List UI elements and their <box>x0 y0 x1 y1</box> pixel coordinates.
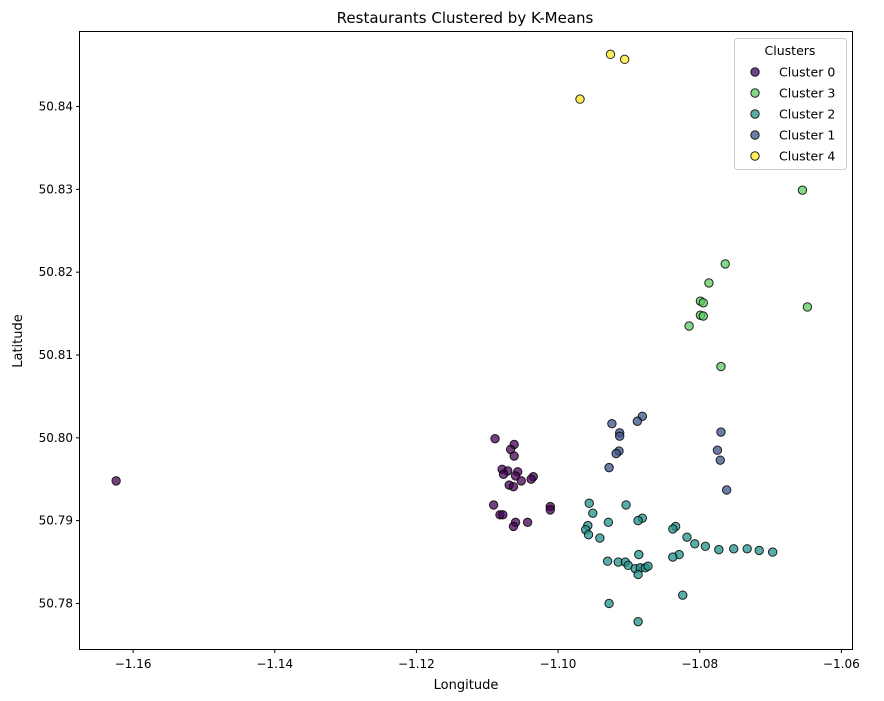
x-tick-label: −1.06 <box>823 657 860 671</box>
data-point <box>498 510 508 520</box>
y-axis-title: Latitude <box>11 314 26 368</box>
data-point <box>488 500 499 510</box>
y-tick-label: 50.80 <box>39 431 73 445</box>
y-tick-label: 50.81 <box>39 348 73 362</box>
data-point <box>634 549 644 560</box>
data-point <box>721 485 732 495</box>
data-point <box>716 361 726 372</box>
y-tick-label: 50.84 <box>39 100 73 114</box>
data-point <box>715 455 725 465</box>
data-point <box>619 54 630 65</box>
points-layer <box>111 49 813 627</box>
legend-title: Clusters <box>765 43 816 58</box>
legend-label: Cluster 1 <box>779 128 835 143</box>
data-point <box>621 500 631 510</box>
data-point <box>704 278 714 288</box>
legend-label: Cluster 3 <box>779 86 835 101</box>
series-cluster-3 <box>684 185 813 372</box>
data-point <box>604 462 614 473</box>
data-point <box>490 433 500 444</box>
data-point <box>802 302 813 312</box>
series-cluster-4 <box>575 49 630 104</box>
y-tick-label: 50.83 <box>39 182 73 196</box>
legend-marker <box>750 130 760 140</box>
data-point <box>668 552 678 562</box>
data-point <box>698 311 708 321</box>
data-point <box>797 185 808 195</box>
data-point <box>498 469 509 479</box>
legend-label: Cluster 2 <box>779 107 835 122</box>
series-cluster-2 <box>580 498 778 627</box>
data-point <box>729 544 739 554</box>
x-tick-label: −1.14 <box>256 657 293 671</box>
y-axis: 50.78 50.79 50.80 50.81 50.82 50.83 50.84 <box>39 100 80 610</box>
data-point <box>712 445 723 455</box>
data-point <box>588 508 598 518</box>
data-point <box>632 416 643 426</box>
data-point <box>605 49 616 60</box>
x-axis-title: Longitude <box>434 678 499 693</box>
legend-entries: Cluster 0 Cluster 3 Cluster 2 Cluster 1 Clus… <box>750 65 835 164</box>
data-point <box>545 505 555 515</box>
y-tick-label: 50.82 <box>39 265 73 279</box>
data-point <box>678 590 688 600</box>
data-point <box>633 616 643 627</box>
data-point <box>508 481 519 492</box>
data-point <box>682 532 692 542</box>
data-point <box>668 524 678 534</box>
x-axis: −1.16 −1.14 −1.12 −1.10 −1.08 −1.06 <box>115 649 860 671</box>
legend-label: Cluster 4 <box>779 149 835 164</box>
plot-frame <box>79 31 853 650</box>
data-point <box>526 474 536 484</box>
legend-marker <box>750 109 760 119</box>
data-point <box>111 476 121 486</box>
data-point <box>700 541 711 552</box>
data-point <box>698 298 708 308</box>
x-tick-label: −1.16 <box>115 657 152 671</box>
data-point <box>607 419 617 429</box>
data-point <box>633 569 643 580</box>
x-tick-label: −1.08 <box>681 657 718 671</box>
legend-marker <box>750 67 760 77</box>
data-point <box>754 545 764 556</box>
data-point <box>611 448 621 459</box>
data-point <box>643 561 653 571</box>
data-point <box>633 515 643 526</box>
legend-marker <box>750 88 760 98</box>
data-point <box>508 521 519 532</box>
legend-marker <box>750 151 760 161</box>
data-point <box>509 451 519 461</box>
data-point <box>602 556 613 566</box>
legend-label: Cluster 0 <box>779 65 835 80</box>
series-cluster-0 <box>111 433 555 532</box>
data-point <box>522 517 533 527</box>
x-tick-label: −1.12 <box>398 657 435 671</box>
y-tick-label: 50.79 <box>39 514 73 528</box>
data-point <box>716 427 726 437</box>
data-point <box>575 94 585 104</box>
data-point <box>690 539 700 549</box>
data-point <box>720 259 730 269</box>
series-cluster-1 <box>604 411 732 495</box>
data-point <box>583 530 594 540</box>
legend-box <box>734 38 847 170</box>
data-point <box>604 598 614 609</box>
data-point <box>595 533 605 543</box>
data-point <box>614 431 625 441</box>
y-tick-label: 50.78 <box>39 596 73 610</box>
chart-title: Restaurants Clustered by K-Means <box>337 9 594 27</box>
data-point <box>584 498 594 508</box>
data-point <box>714 544 724 555</box>
data-point <box>767 547 778 557</box>
data-point <box>516 476 526 486</box>
data-point <box>684 321 694 331</box>
x-tick-label: −1.10 <box>540 657 577 671</box>
data-point <box>603 517 614 527</box>
data-point <box>742 544 752 554</box>
